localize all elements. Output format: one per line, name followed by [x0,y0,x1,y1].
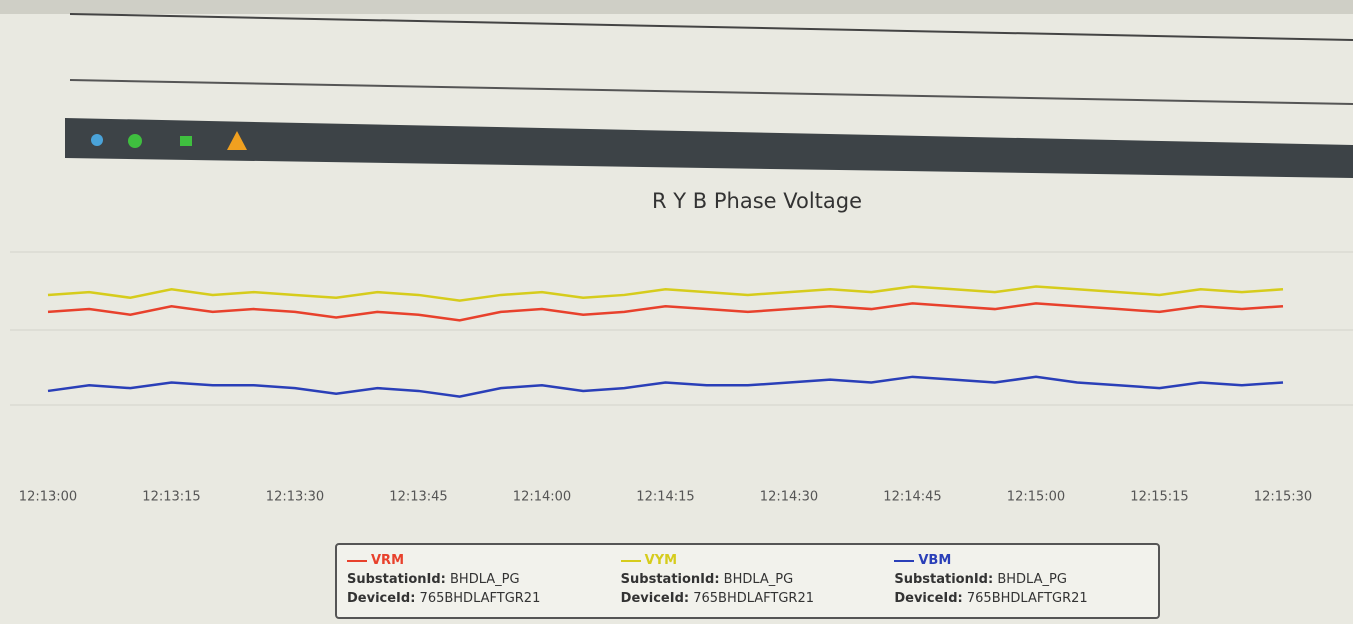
top-bar [0,0,1353,14]
legend-name: VBM [918,553,951,568]
x-tick-label: 12:15:30 [1254,490,1312,505]
chart-title: R Y B Phase Voltage [652,189,862,213]
legend-row: SubstationId: BHDLA_PG [347,570,611,589]
legend-swatch [347,560,367,562]
legend-row: DeviceId: 765BHDLAFTGR21 [894,589,1158,608]
page: R Y B Phase Voltage 12:13:00 12:13:15 12:1… [0,0,1353,624]
frame-line [70,14,1353,40]
series-line [48,286,1283,300]
legend-swatch [621,560,641,562]
legend-row: SubstationId: BHDLA_PG [621,570,885,589]
legend-row: DeviceId: 765BHDLAFTGR21 [621,589,885,608]
export-icon[interactable] [180,136,192,146]
legend-value: BHDLA_PG [997,572,1067,587]
legend-value: 765BHDLAFTGR21 [693,591,814,606]
x-tick-label: 12:13:30 [266,490,324,505]
legend-value: BHDLA_PG [450,572,520,587]
legend-label: DeviceId: [621,591,689,606]
legend-row: VRM [347,551,611,570]
legend-label: SubstationId: [894,572,993,587]
series-line [48,377,1283,397]
legend-label: SubstationId: [621,572,720,587]
legend-row: DeviceId: 765BHDLAFTGR21 [347,589,611,608]
frame-line [70,80,1353,104]
x-tick-label: 12:13:00 [19,490,77,505]
x-tick-label: 12:15:15 [1130,490,1188,505]
chart: R Y B Phase Voltage 12:13:00 12:13:15 12:1… [0,0,1353,624]
series-line [48,303,1283,320]
x-tick-label: 12:14:00 [513,490,571,505]
legend-name: VRM [371,553,404,568]
x-tick-label: 12:14:45 [883,490,941,505]
legend-name: VYM [645,553,677,568]
legend-row: SubstationId: BHDLA_PG [894,570,1158,589]
x-tick-label: 12:13:45 [389,490,447,505]
legend-value: 765BHDLAFTGR21 [967,591,1088,606]
reload-icon[interactable] [128,134,142,148]
x-tick-label: 12:14:30 [760,490,818,505]
legend-label: DeviceId: [894,591,962,606]
x-tick-label: 12:15:00 [1007,490,1065,505]
refresh-icon[interactable] [91,134,103,146]
legend-value: BHDLA_PG [724,572,794,587]
legend-row: VYM [621,551,885,570]
legend-value: 765BHDLAFTGR21 [420,591,541,606]
toolbar [65,118,1353,178]
x-tick-label: 12:14:15 [636,490,694,505]
x-tick-label: 12:13:15 [142,490,200,505]
legend-row: VBM [894,551,1158,570]
legend-label: DeviceId: [347,591,415,606]
legend-swatch [894,560,914,562]
legend-label: SubstationId: [347,572,446,587]
